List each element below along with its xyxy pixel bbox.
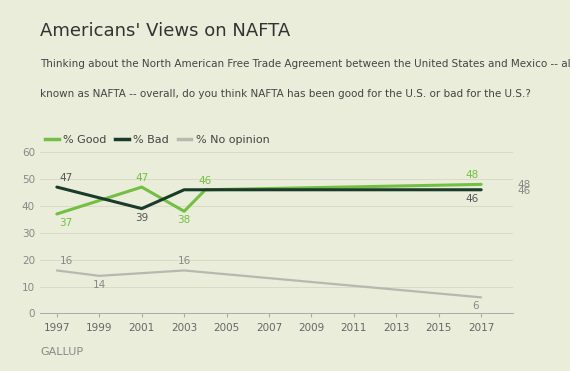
Text: 39: 39 (135, 213, 148, 223)
Text: 48: 48 (465, 170, 478, 180)
Text: 46: 46 (199, 175, 212, 186)
Text: known as NAFTA -- overall, do you think NAFTA has been good for the U.S. or bad : known as NAFTA -- overall, do you think … (40, 89, 531, 99)
Text: 37: 37 (60, 218, 73, 228)
Text: Americans' Views on NAFTA: Americans' Views on NAFTA (40, 22, 290, 40)
Text: GALLUP: GALLUP (40, 348, 83, 357)
Text: 38: 38 (177, 216, 191, 226)
Text: 47: 47 (135, 173, 148, 183)
Text: 16: 16 (60, 256, 73, 266)
Text: 46: 46 (465, 194, 478, 204)
Text: 47: 47 (60, 173, 73, 183)
Legend: % Good, % Bad, % No opinion: % Good, % Bad, % No opinion (46, 135, 270, 145)
Text: 14: 14 (93, 280, 106, 290)
Text: 6: 6 (472, 301, 478, 311)
Text: Thinking about the North American Free Trade Agreement between the United States: Thinking about the North American Free T… (40, 59, 570, 69)
Text: 16: 16 (177, 256, 191, 266)
